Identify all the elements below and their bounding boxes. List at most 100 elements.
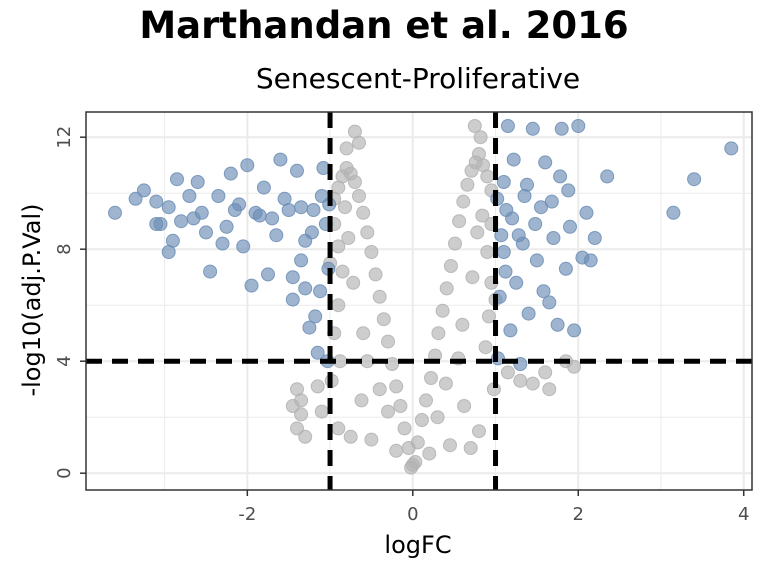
not-significant-point xyxy=(294,407,309,422)
not-significant-point xyxy=(443,259,458,273)
significant-point xyxy=(199,225,213,240)
not-significant-point xyxy=(331,421,346,436)
significant-point xyxy=(687,172,702,187)
not-significant-point xyxy=(448,236,462,251)
not-significant-point xyxy=(443,438,457,453)
significant-point xyxy=(248,205,263,220)
significant-point xyxy=(223,166,238,181)
significant-point xyxy=(546,231,561,245)
significant-point xyxy=(236,239,251,254)
significant-point xyxy=(563,219,577,234)
not-significant-point xyxy=(338,200,352,215)
y-tick-label: 0 xyxy=(54,467,75,478)
significant-point xyxy=(506,152,521,167)
significant-point xyxy=(534,200,548,215)
not-significant-point xyxy=(460,177,475,192)
chart-title: Marthandan et al. 2016 xyxy=(139,4,628,47)
x-tick-label: -2 xyxy=(238,504,256,525)
not-significant-point xyxy=(385,357,400,371)
significant-point xyxy=(294,253,309,268)
significant-point xyxy=(302,320,317,335)
significant-point xyxy=(128,191,143,206)
not-significant-point xyxy=(381,334,395,349)
not-significant-point xyxy=(470,225,485,240)
significant-point xyxy=(542,295,557,310)
significant-point xyxy=(525,121,540,136)
significant-point xyxy=(203,264,218,279)
not-significant-point xyxy=(481,309,496,324)
not-significant-point xyxy=(294,393,309,408)
not-significant-point xyxy=(376,312,391,327)
not-significant-point xyxy=(352,135,366,150)
not-significant-point xyxy=(542,382,557,397)
not-significant-point xyxy=(538,365,553,380)
not-significant-point xyxy=(419,393,433,408)
not-significant-point xyxy=(381,404,395,419)
not-significant-point xyxy=(346,275,361,290)
not-significant-point xyxy=(389,379,404,394)
axis-ticks: -2 0 2 4 0 4 8 12 xyxy=(54,126,749,525)
not-significant-point xyxy=(452,214,467,229)
not-significant-point xyxy=(364,432,379,447)
significant-point xyxy=(240,158,255,173)
significant-point xyxy=(583,253,598,268)
not-significant-point xyxy=(431,326,446,341)
not-significant-point xyxy=(439,281,454,296)
not-significant-point xyxy=(457,399,472,413)
significant-point xyxy=(294,200,309,215)
not-significant-point xyxy=(463,441,478,455)
significant-point xyxy=(244,278,259,293)
not-significant-point xyxy=(478,340,493,355)
significant-point xyxy=(499,203,514,217)
not-significant-point xyxy=(480,245,495,259)
not-significant-point xyxy=(424,371,438,385)
significant-point xyxy=(550,317,565,332)
not-significant-point xyxy=(354,393,369,408)
significant-point xyxy=(304,225,319,240)
significant-point xyxy=(161,245,176,259)
not-significant-point xyxy=(467,119,482,133)
significant-point xyxy=(285,292,300,307)
not-significant-point xyxy=(393,399,408,413)
significant-points xyxy=(108,119,739,371)
significant-point xyxy=(306,203,321,217)
significant-point xyxy=(498,264,513,279)
not-significant-point xyxy=(368,267,383,282)
significant-point xyxy=(290,163,304,178)
significant-point xyxy=(528,217,543,231)
significant-point xyxy=(261,267,275,282)
significant-point xyxy=(724,141,739,156)
significant-point xyxy=(553,169,568,184)
significant-point xyxy=(536,284,551,299)
significant-point xyxy=(265,211,280,226)
not-significant-point xyxy=(405,457,420,472)
significant-point xyxy=(182,189,197,203)
significant-point xyxy=(314,189,329,203)
significant-point xyxy=(161,200,176,215)
not-significant-point xyxy=(473,130,488,145)
not-significant-point xyxy=(455,317,470,332)
significant-point xyxy=(511,228,526,243)
significant-point xyxy=(558,261,573,276)
not-significant-point xyxy=(422,446,437,461)
significant-point xyxy=(561,183,576,198)
significant-point xyxy=(211,189,226,203)
y-tick-label: 12 xyxy=(54,126,75,149)
not-significant-point xyxy=(475,208,490,223)
x-tick-label: 4 xyxy=(738,504,749,525)
not-significant-point xyxy=(331,298,346,313)
significant-point xyxy=(256,180,271,195)
not-significant-point xyxy=(438,376,453,391)
not-significant-point xyxy=(472,424,486,439)
significant-point xyxy=(503,323,518,338)
not-significant-point xyxy=(372,289,387,304)
significant-point xyxy=(579,205,594,220)
significant-point xyxy=(108,205,122,220)
significant-point xyxy=(310,345,325,360)
significant-point xyxy=(496,245,511,259)
significant-point xyxy=(186,211,201,226)
not-significant-point xyxy=(314,404,329,419)
significant-point xyxy=(571,119,586,133)
not-significant-point xyxy=(525,376,540,391)
not-significant-point xyxy=(397,421,412,436)
